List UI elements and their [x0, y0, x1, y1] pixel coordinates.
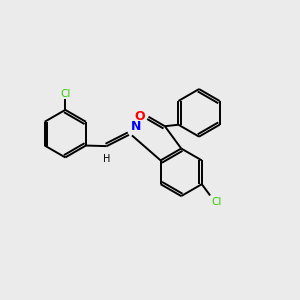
Text: N: N — [131, 120, 142, 134]
Text: O: O — [134, 110, 145, 123]
Text: Cl: Cl — [211, 197, 222, 207]
Text: H: H — [103, 154, 110, 164]
Text: Cl: Cl — [60, 88, 70, 99]
